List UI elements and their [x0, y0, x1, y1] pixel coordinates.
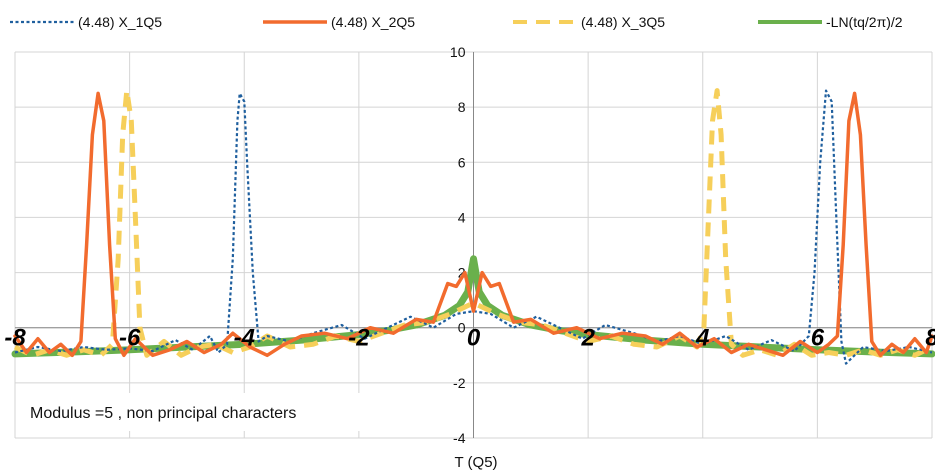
y-tick-labels: -4 -2 0 2 4 6 8 10	[450, 44, 466, 446]
y-tick-label: 8	[458, 99, 466, 115]
x-tick-label: 0	[467, 325, 481, 352]
y-tick-label: 10	[450, 44, 466, 60]
series-lines	[11, 88, 935, 365]
legend: (4.48) X_1Q5 (4.48) X_2Q5 (4.48) X_3Q5 -LN(…	[10, 14, 903, 30]
annotation-text: Modulus =5 , non principal characters	[30, 405, 296, 422]
legend-label-2: (4.48) X_2Q5	[331, 14, 415, 30]
x-tick-label: 8	[925, 325, 935, 352]
x-tick-label: 4	[695, 325, 709, 352]
y-tick-label: -2	[453, 375, 466, 391]
legend-label-1: (4.48) X_1Q5	[78, 14, 162, 30]
x-tick-labels: -8 -6 -4 -2 0 2 4 6 8	[4, 325, 935, 352]
grid	[14, 51, 933, 439]
series-line-2	[13, 91, 934, 358]
x-tick-label: -2	[348, 325, 370, 352]
legend-label-4: -LN(tq/2π)/2	[826, 14, 903, 30]
y-tick-label: 6	[458, 154, 466, 170]
y-tick-label: 0	[458, 320, 466, 336]
y-tick-label: 4	[458, 209, 466, 225]
y-tick-label: -4	[453, 430, 466, 446]
y-tick-label: 2	[458, 265, 466, 281]
x-tick-label: 2	[580, 325, 595, 352]
legend-label-3: (4.48) X_3Q5	[581, 14, 665, 30]
x-axis-label: T (Q5)	[454, 454, 497, 471]
x-tick-label: 6	[811, 325, 825, 352]
annotation-box	[22, 393, 372, 431]
series-line-1	[14, 89, 933, 365]
x-tick-label: -6	[119, 325, 141, 352]
x-tick-label: -8	[4, 325, 26, 352]
x-tick-label: -4	[234, 325, 255, 352]
